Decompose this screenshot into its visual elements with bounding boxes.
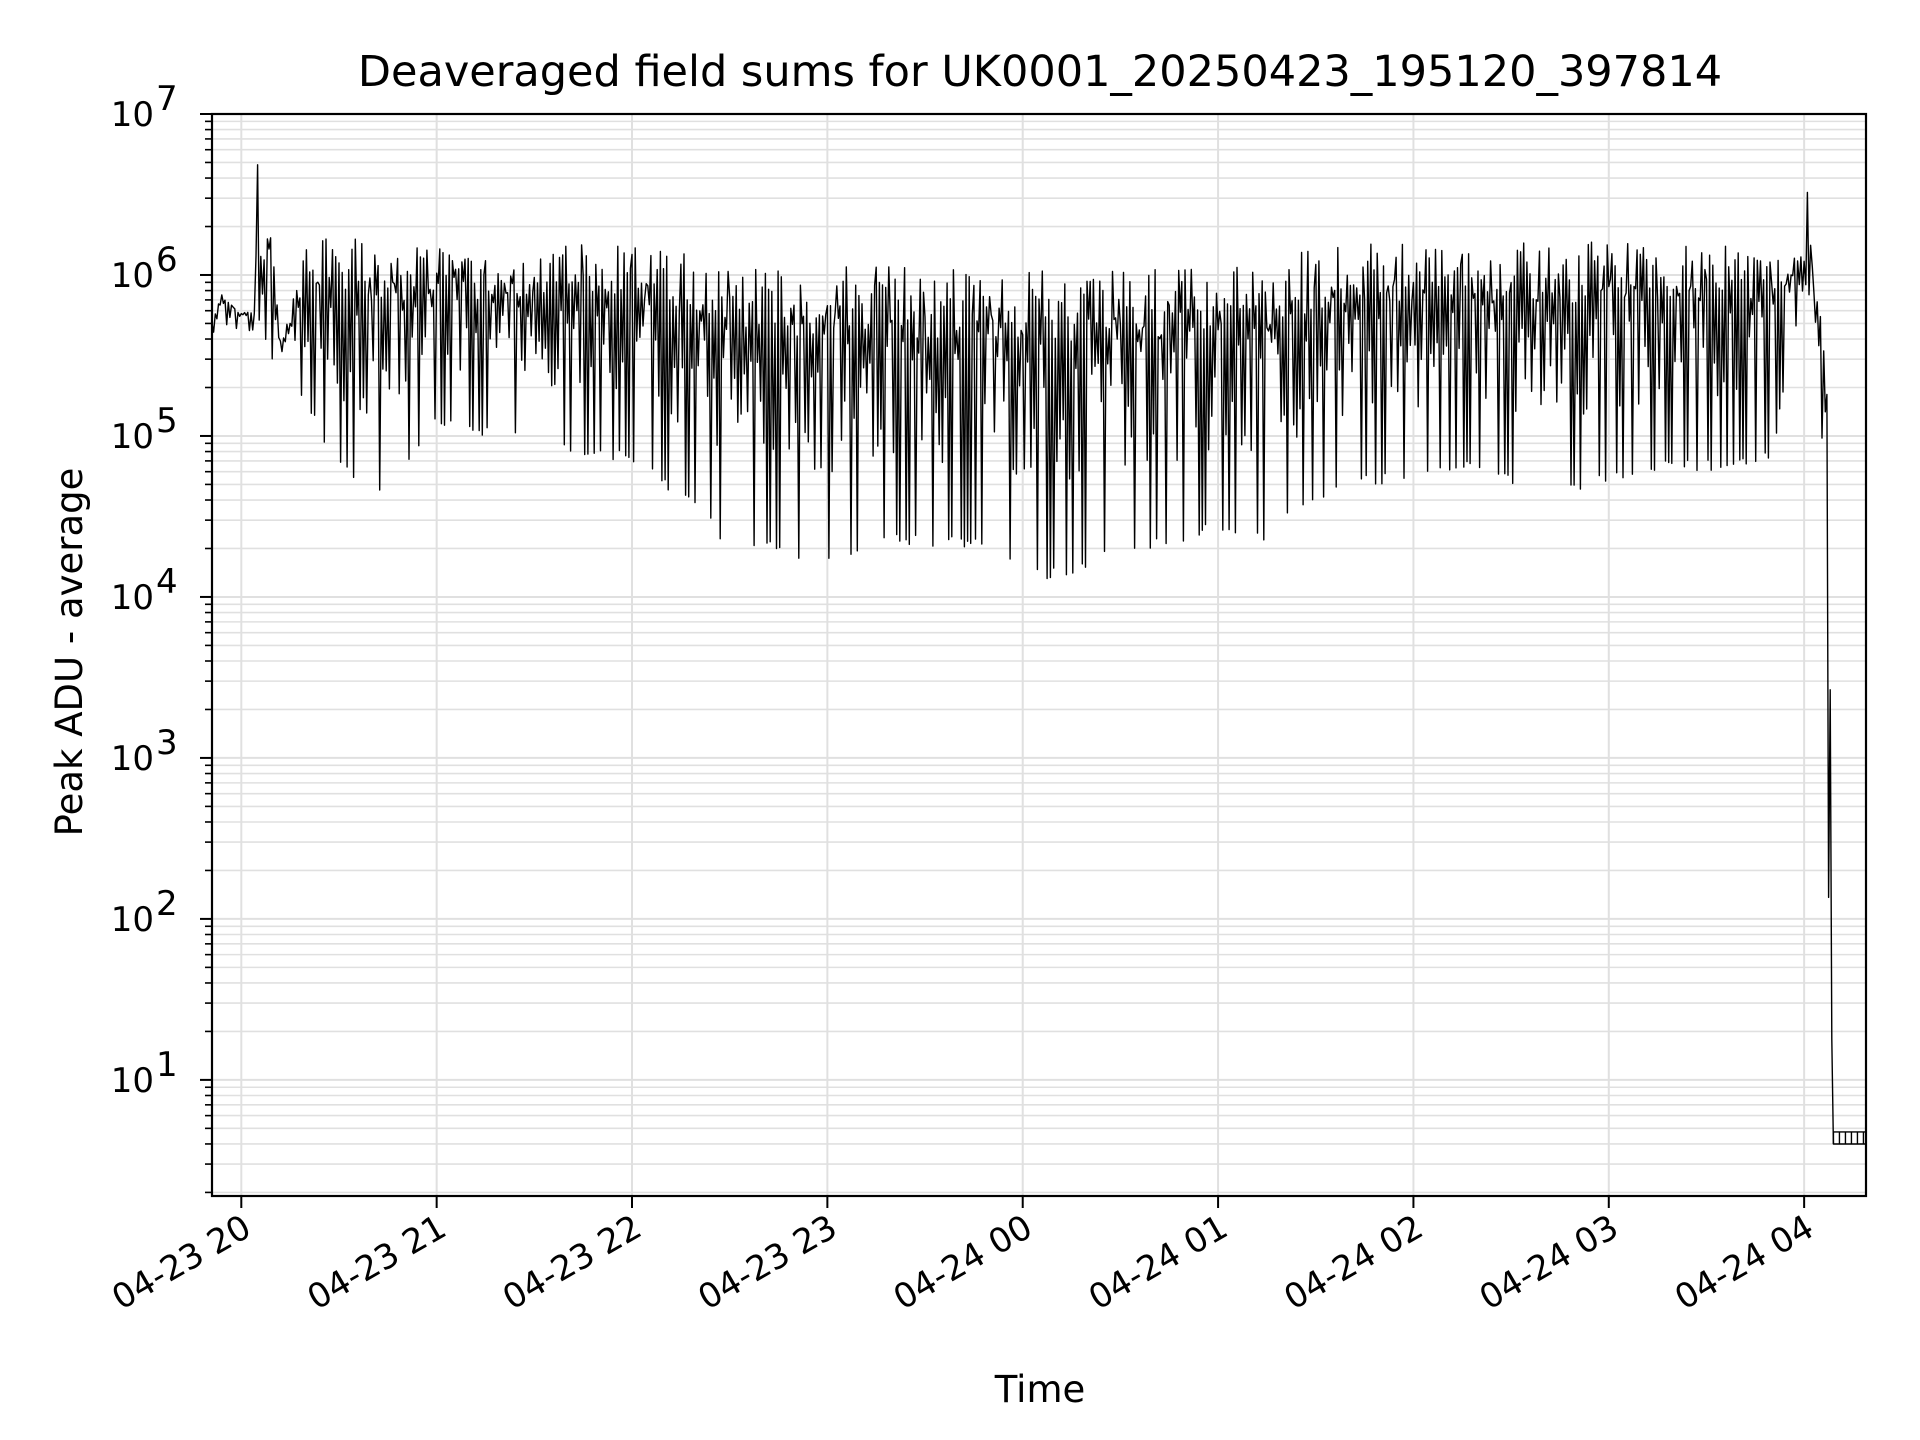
grid <box>212 113 1866 1196</box>
y-tick-label: 10 <box>111 739 154 779</box>
y-axis-label: Peak ADU - average <box>48 468 91 837</box>
y-tick-exponent: 7 <box>156 79 178 119</box>
y-tick-label: 10 <box>111 900 154 940</box>
y-tick-exponent: 2 <box>156 884 178 924</box>
chart-title: Deaveraged field sums for UK0001_2025042… <box>358 47 1722 97</box>
y-tick-exponent: 6 <box>156 240 178 280</box>
plot-frame <box>210 112 1868 1198</box>
y-tick-label: 10 <box>111 417 154 457</box>
y-tick-label: 10 <box>111 256 154 296</box>
series-line <box>211 164 1866 1145</box>
series-layer <box>211 164 1866 1145</box>
y-tick-label: 10 <box>111 1061 154 1101</box>
y-tick-exponent: 5 <box>156 401 178 441</box>
y-tick-label: 10 <box>111 578 154 618</box>
y-tick-label: 10 <box>111 95 154 135</box>
y-tick-exponent: 3 <box>156 723 178 763</box>
y-tick-exponent: 4 <box>156 562 178 602</box>
x-axis-label: Time <box>994 1368 1086 1411</box>
y-tick-exponent: 1 <box>156 1045 178 1085</box>
